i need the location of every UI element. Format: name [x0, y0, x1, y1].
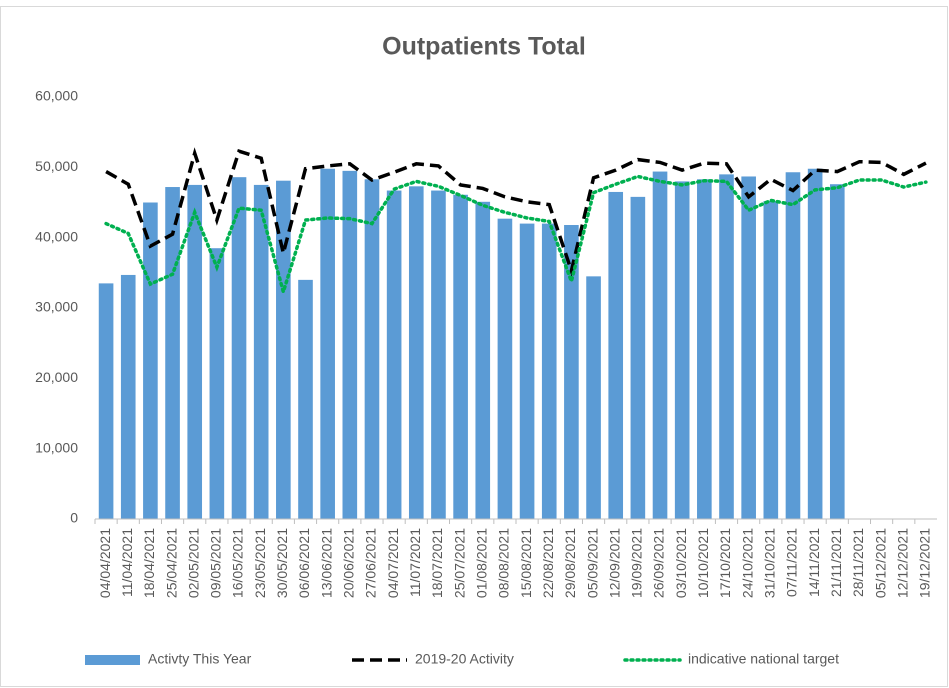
bar	[541, 223, 557, 519]
bar	[763, 201, 779, 520]
bar	[386, 190, 402, 519]
bar	[719, 174, 734, 519]
bar	[608, 191, 624, 519]
legend-label: Activty This Year	[148, 651, 252, 667]
x-tick-label: 09/05/2021	[208, 528, 224, 598]
x-tick-label: 02/05/2021	[185, 528, 201, 598]
x-tick-label: 11/04/2021	[119, 528, 135, 597]
y-tick-label: 0	[70, 510, 78, 526]
x-tick-label: 24/10/2021	[739, 528, 755, 598]
x-tick-label: 05/09/2021	[584, 528, 600, 598]
x-tick-label: 19/09/2021	[629, 528, 645, 598]
bar	[519, 223, 535, 519]
chart-title: Outpatients Total	[382, 33, 586, 61]
x-tick-label: 01/08/2021	[473, 528, 489, 598]
x-tick-label: 28/11/2021	[850, 528, 866, 597]
bar	[143, 202, 158, 519]
bar	[630, 196, 646, 519]
bar	[431, 190, 446, 519]
bar	[231, 177, 247, 519]
bar	[320, 168, 335, 520]
x-tick-label: 22/08/2021	[540, 528, 556, 598]
x-tick-label: 31/10/2021	[762, 528, 778, 598]
bar	[586, 276, 601, 519]
y-tick-label: 40,000	[35, 228, 78, 244]
bar	[497, 218, 513, 519]
bar	[453, 194, 468, 519]
y-tick-label: 60,000	[35, 88, 78, 104]
bar	[253, 184, 269, 519]
x-tick-label: 18/07/2021	[429, 528, 445, 598]
bar	[475, 201, 491, 519]
x-tick-label: 17/10/2021	[717, 528, 733, 598]
x-tick-label: 15/08/2021	[518, 528, 534, 598]
x-tick-label: 16/05/2021	[230, 528, 246, 598]
x-tick-label: 18/04/2021	[141, 528, 157, 598]
legend-label: 2019-20 Activity	[415, 651, 514, 667]
bar	[564, 225, 579, 520]
bar	[98, 283, 114, 519]
bar	[652, 171, 668, 519]
bar	[785, 172, 801, 520]
x-tick-label: 08/08/2021	[496, 528, 512, 598]
x-tick-label: 21/11/2021	[828, 528, 844, 597]
x-tick-label: 11/07/2021	[407, 528, 423, 597]
bar	[741, 176, 756, 519]
bar	[408, 186, 424, 519]
bar	[697, 179, 712, 520]
bar	[829, 184, 845, 520]
x-tick-label: 04/07/2021	[385, 528, 401, 598]
y-tick-label: 10,000	[35, 439, 78, 455]
y-tick-label: 50,000	[35, 158, 78, 174]
bar	[342, 170, 358, 519]
x-tick-label: 25/04/2021	[163, 528, 179, 598]
bar	[674, 181, 690, 519]
legend-label: indicative national target	[688, 651, 839, 667]
x-tick-label: 27/06/2021	[363, 528, 379, 598]
y-tick-label: 30,000	[35, 299, 78, 315]
x-tick-label: 25/07/2021	[451, 528, 467, 598]
x-tick-label: 03/10/2021	[673, 528, 689, 598]
x-tick-label: 05/12/2021	[872, 528, 888, 598]
chart-border	[0, 6, 948, 687]
x-tick-label: 13/06/2021	[318, 528, 334, 598]
bar	[298, 279, 313, 519]
line	[104, 174, 928, 299]
x-tick-label: 20/06/2021	[341, 528, 357, 598]
x-tick-label: 29/08/2021	[562, 528, 578, 598]
line	[105, 147, 927, 278]
bar	[807, 168, 823, 520]
x-tick-label: 04/04/2021	[97, 528, 113, 598]
y-tick-label: 20,000	[35, 369, 78, 385]
x-tick-label: 19/12/2021	[917, 528, 933, 598]
bar	[364, 179, 380, 520]
bar	[120, 274, 136, 519]
x-tick-label: 10/10/2021	[695, 528, 711, 598]
bar	[276, 180, 291, 520]
x-tick-label: 30/05/2021	[274, 528, 290, 598]
x-tick-label: 12/09/2021	[606, 528, 622, 598]
x-tick-label: 14/11/2021	[806, 528, 822, 597]
legend-swatch	[85, 655, 140, 665]
bar	[209, 248, 225, 519]
bar	[165, 187, 180, 519]
x-tick-label: 23/05/2021	[252, 528, 268, 598]
x-tick-label: 07/11/2021	[784, 528, 800, 597]
x-tick-label: 12/12/2021	[894, 528, 910, 598]
x-tick-label: 26/09/2021	[651, 528, 667, 598]
x-tick-label: 06/06/2021	[296, 528, 312, 598]
bar	[187, 184, 203, 519]
